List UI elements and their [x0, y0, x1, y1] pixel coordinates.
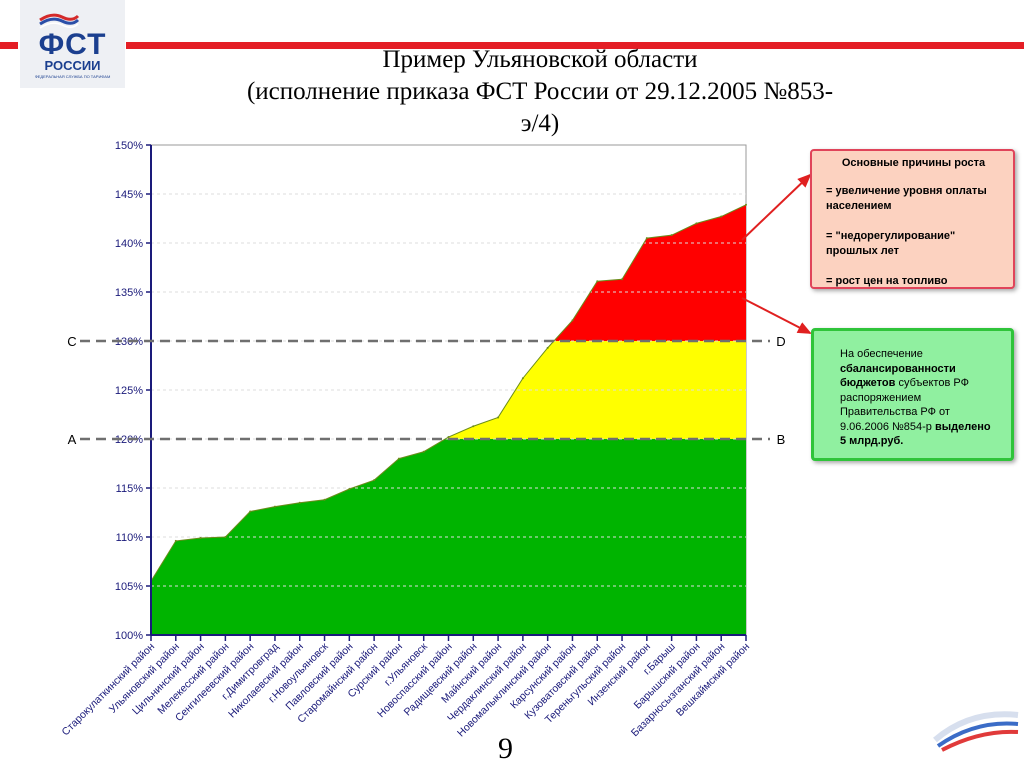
- data-point: [224, 536, 227, 538]
- page-number: 9: [498, 732, 513, 765]
- cause-item: = увеличение уровня оплаты населением: [826, 185, 987, 212]
- y-tick-label: 145%: [115, 189, 143, 201]
- data-point: [298, 501, 301, 504]
- y-tick-label: 115%: [116, 483, 144, 495]
- title-line-1: Пример Ульяновской области: [382, 46, 698, 73]
- y-tick-label: 105%: [115, 581, 143, 593]
- data-point: [645, 237, 648, 240]
- data-point: [596, 280, 599, 283]
- reference-label-left: C: [67, 334, 76, 349]
- reference-lines: A B C D: [67, 334, 785, 447]
- reference-label-right: B: [777, 432, 786, 447]
- data-point: [497, 416, 500, 419]
- arrow-to-causes: [741, 173, 812, 241]
- data-area: [150, 203, 747, 583]
- funding-text-3: субъектов РФ распоряжением Правительства…: [840, 377, 969, 433]
- data-point: [373, 479, 376, 482]
- data-point: [323, 498, 326, 501]
- cause-item: = рост цен на топливо: [826, 275, 948, 287]
- y-tick-label: 135%: [115, 287, 143, 299]
- cause-item: = "недорегулирование" прошлых лет: [826, 230, 956, 257]
- data-point: [546, 346, 549, 349]
- header-stripe-right: [126, 42, 1024, 49]
- y-tick-label: 150%: [115, 140, 143, 152]
- data-point: [174, 539, 177, 542]
- logo-tagline: ФЕДЕРАЛЬНАЯ СЛУЖБА ПО ТАРИФАМ: [34, 74, 111, 79]
- logo-main-text: ФСТ: [38, 28, 107, 61]
- data-point: [571, 319, 574, 322]
- y-tick-label: 125%: [115, 385, 143, 397]
- flag-emblem-icon: [39, 13, 80, 29]
- y-tick-label: 100%: [115, 630, 143, 642]
- causes-header: Основные причины роста: [841, 157, 986, 169]
- y-tick-label: 140%: [115, 238, 143, 250]
- band-fills: [150, 144, 747, 636]
- data-point: [397, 457, 400, 460]
- header-stripe-left: [0, 42, 18, 49]
- data-point: [745, 203, 747, 206]
- title-line-2: (исполнение приказа ФСТ России от 29.12.…: [246, 78, 834, 137]
- funding-text-4: выделено 5 млрд.руб.: [840, 420, 991, 448]
- callout-arrows: [741, 173, 812, 334]
- x-tick-label: Старокулаткинский район: [60, 640, 158, 738]
- data-point: [621, 278, 624, 281]
- budget-funding-box: На обеспечение сбалансированности бюджет…: [811, 328, 1014, 461]
- slide-title: Пример Ульяновской области (исполнение п…: [230, 44, 850, 140]
- data-point: [273, 505, 276, 508]
- data-point: [348, 487, 351, 490]
- data-point: [720, 215, 723, 218]
- funding-text-2: сбалансированности бюджетов: [840, 362, 956, 390]
- logo-sub-text: РОССИИ: [44, 58, 101, 73]
- data-point: [521, 377, 524, 380]
- data-point: [447, 436, 450, 439]
- funding-text-1: На обеспечение: [840, 348, 923, 360]
- corner-swoosh-icon: [933, 711, 1019, 752]
- y-tick-label: 110%: [116, 532, 144, 544]
- data-point: [422, 450, 425, 453]
- reference-label-left: A: [68, 432, 77, 447]
- data-point: [670, 234, 673, 237]
- data-point: [695, 222, 698, 225]
- data-point: [472, 425, 475, 428]
- reference-label-right: D: [776, 334, 785, 349]
- fst-logo: ФСТ РОССИИ ФЕДЕРАЛЬНАЯ СЛУЖБА ПО ТАРИФАМ: [20, 0, 125, 88]
- arrow-to-funds: [741, 297, 812, 334]
- data-point: [199, 536, 202, 539]
- growth-causes-box: Основные причины роста = увеличение уров…: [810, 149, 1015, 289]
- data-point: [249, 510, 252, 513]
